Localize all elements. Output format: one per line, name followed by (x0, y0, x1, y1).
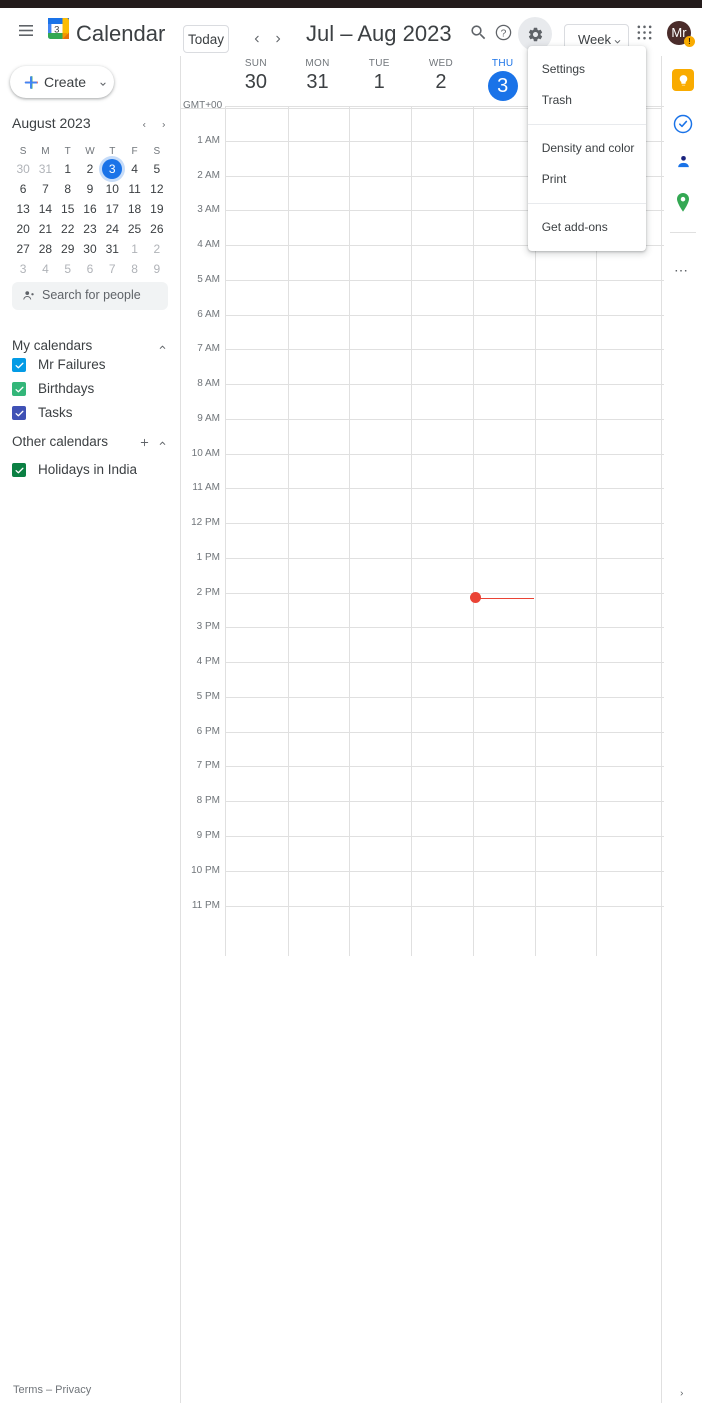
svg-text:?: ? (501, 28, 507, 39)
svg-text:3: 3 (54, 24, 59, 35)
